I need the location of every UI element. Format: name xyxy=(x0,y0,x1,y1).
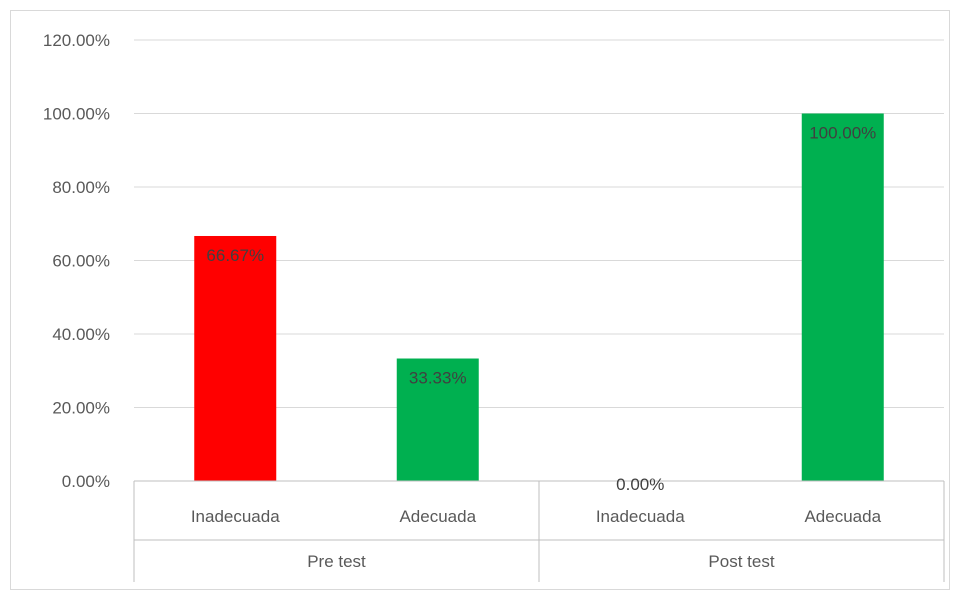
bars xyxy=(194,113,884,481)
x-group-label: Post test xyxy=(708,552,774,571)
bar-pre-test-inadecuada xyxy=(194,235,277,481)
bar-post-test-adecuada xyxy=(801,113,884,481)
y-tick-label: 60.00% xyxy=(52,252,110,271)
y-tick-label: 40.00% xyxy=(52,325,110,344)
y-tick-label: 0.00% xyxy=(62,472,110,491)
data-label: 33.33% xyxy=(409,369,467,388)
x-category-label: Inadecuada xyxy=(191,507,280,526)
y-tick-label: 20.00% xyxy=(52,399,110,418)
y-tick-label: 80.00% xyxy=(52,178,110,197)
x-category-label: Adecuada xyxy=(804,507,881,526)
axes xyxy=(133,480,945,582)
chart-frame xyxy=(10,10,950,590)
y-tick-label: 100.00% xyxy=(43,105,110,124)
bar-pre-test-adecuada xyxy=(396,358,479,481)
data-label: 100.00% xyxy=(809,124,876,143)
x-group-label: Pre test xyxy=(307,552,366,571)
data-label: 66.67% xyxy=(206,246,264,265)
y-tick-label: 120.00% xyxy=(43,31,110,50)
labels: 0.00% 20.00% 40.00% 60.00% 80.00% 100.00% 120.… xyxy=(43,31,882,571)
data-label: 0.00% xyxy=(616,475,664,494)
x-category-label: Inadecuada xyxy=(596,507,685,526)
x-category-label: Adecuada xyxy=(399,507,476,526)
